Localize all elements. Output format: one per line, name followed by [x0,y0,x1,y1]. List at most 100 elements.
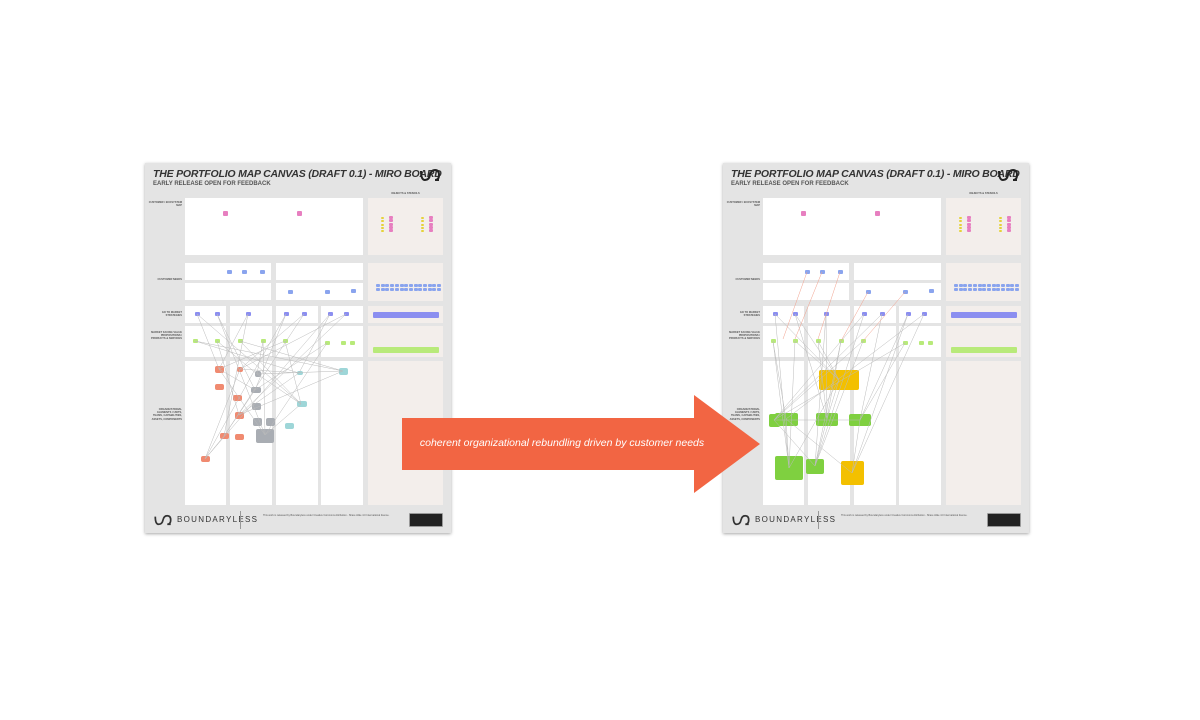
panel-needs-3 [185,283,271,300]
panel-org-3 [276,361,318,505]
boundaryless-logo-icon [997,168,1019,187]
panel-ecosystem-map [763,198,941,255]
value-prop-node [839,339,844,343]
stencil-pink [967,216,971,219]
stencil-blue [385,288,390,291]
stencil-dot [381,223,384,226]
stencil-blue [404,288,409,291]
row-label: MARKET FACING VALUE PROPOSITIONS / PRODU… [729,331,760,341]
stencil-blue [376,284,380,287]
stencil-dot [999,226,1002,229]
org-element-node [297,371,303,375]
stencil-pink [429,219,433,223]
stencil-pink [967,222,971,226]
panel-needs-2 [276,263,363,280]
boundaryless-footer-logo-icon [153,513,173,531]
canvas-before: THE PORTFOLIO MAP CANVAS (DRAFT 0.1) - M… [145,163,451,533]
stencil-blue [408,284,413,287]
stencil-dot [999,223,1002,226]
stencil-blue [399,288,404,291]
stencil-violet-row [373,312,439,318]
stencil-pink [429,225,433,229]
strategy-node [862,312,867,316]
need-node [227,270,232,274]
stencil-blue [991,284,996,287]
org-element-node [256,429,274,443]
stencil-blue [996,288,1001,291]
stencil-pink [389,219,393,223]
side-panel-2 [946,263,1021,301]
stencil-dot [381,220,384,223]
creative-commons-badge-icon [987,513,1021,527]
stencil-dot [421,217,424,219]
dependency-links [772,271,925,474]
stencil-blue [991,288,996,291]
brand-name: BOUNDARYLESS [177,515,259,524]
org-element-node [285,423,294,429]
stencil-blue [390,284,395,287]
need-node [929,289,934,293]
dependency-links [194,313,347,460]
org-element-node [201,456,210,462]
stencil-dot [959,230,962,233]
strategy-node [906,312,911,316]
stencil-dot [421,226,424,229]
stencil-blue [958,284,963,287]
org-element-node [253,418,262,426]
ecosystem-node [801,211,806,216]
stencil-dot [959,217,962,219]
stencil-blue [963,284,968,287]
need-node [903,290,908,294]
link-lines [194,313,347,460]
strategy-node [195,312,200,316]
value-prop-node [341,341,346,345]
creative-commons-badge-icon [409,513,443,527]
stencil-blue [968,288,973,291]
row-label: GO TO MARKET STRATEGIES [739,311,760,318]
stencil-dot [381,217,384,219]
panel-org-4 [321,361,363,505]
canvas-title: THE PORTFOLIO MAP CANVAS (DRAFT 0.1) - M… [731,168,1020,180]
ecosystem-node [875,211,880,216]
stencil-blue [437,288,442,291]
stencil-blue [996,284,1001,287]
org-element-node [339,368,348,375]
stencil-blue [390,288,395,291]
org-element-node [841,461,864,485]
panel-needs-4 [276,283,363,300]
value-prop-node [215,339,220,343]
stencil-blue [986,288,991,291]
strategy-node [328,312,333,316]
strategy-node [215,312,220,316]
stencil-blue [1010,284,1015,287]
stencil-blue [437,284,442,287]
value-prop-node [919,341,924,345]
stencil-blue [954,288,958,291]
stencil-violet-row [951,312,1017,318]
stencil-blue [1015,284,1020,287]
panel-gtm-3 [854,306,896,323]
org-element-node [215,384,224,390]
stencil-dot [421,220,424,223]
ecosystem-node [223,211,228,216]
boundaryless-logo-icon [419,168,441,187]
stencil-blue [413,284,418,287]
footer-divider [240,511,241,529]
stencil-blue [427,288,432,291]
stencil-pink [967,219,971,223]
org-element-node [297,401,307,407]
org-element-node [252,403,261,410]
stencil-blue [958,288,963,291]
stencil-pink [1007,219,1011,223]
stencil-blue [394,288,399,291]
value-prop-node [350,341,355,345]
value-prop-node [928,341,933,345]
panel-gtm-4 [899,306,941,323]
stencil-blue [380,284,385,287]
value-prop-node [771,339,776,343]
stencil-pink [389,229,393,233]
need-node [288,290,293,294]
row-label: CUSTOMER NEEDS [735,278,760,281]
panel-needs-3 [763,283,849,300]
canvas-footer: BOUNDARYLESS This work is released by Bou… [145,507,451,533]
